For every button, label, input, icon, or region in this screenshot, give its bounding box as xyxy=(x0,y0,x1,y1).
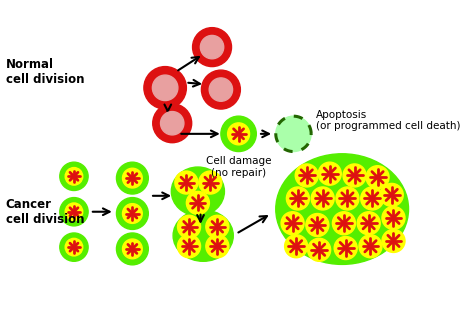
Circle shape xyxy=(276,116,311,151)
Circle shape xyxy=(122,204,142,223)
Circle shape xyxy=(122,168,142,188)
Circle shape xyxy=(332,212,356,235)
Circle shape xyxy=(60,198,88,226)
Circle shape xyxy=(117,198,148,230)
Circle shape xyxy=(361,187,384,210)
Circle shape xyxy=(281,212,304,235)
Circle shape xyxy=(117,162,148,194)
Circle shape xyxy=(65,238,83,256)
Circle shape xyxy=(284,235,308,258)
Circle shape xyxy=(144,67,186,109)
Circle shape xyxy=(228,123,250,145)
Circle shape xyxy=(175,171,198,194)
Circle shape xyxy=(117,233,148,265)
Circle shape xyxy=(359,235,382,258)
Circle shape xyxy=(206,235,229,258)
Circle shape xyxy=(122,239,142,259)
Circle shape xyxy=(60,162,88,191)
Circle shape xyxy=(306,214,329,236)
Circle shape xyxy=(366,166,389,189)
Circle shape xyxy=(295,164,318,187)
Text: Cell damage
(no repair): Cell damage (no repair) xyxy=(206,156,271,178)
Circle shape xyxy=(178,215,201,238)
Ellipse shape xyxy=(276,154,409,265)
Circle shape xyxy=(153,104,191,143)
Circle shape xyxy=(334,236,357,260)
Circle shape xyxy=(201,35,224,59)
Circle shape xyxy=(60,233,88,261)
Circle shape xyxy=(65,167,83,185)
Text: Normal
cell division: Normal cell division xyxy=(6,58,84,86)
Circle shape xyxy=(152,75,178,101)
Circle shape xyxy=(343,164,366,187)
Circle shape xyxy=(357,212,380,235)
Ellipse shape xyxy=(173,210,233,261)
Circle shape xyxy=(186,191,210,215)
Circle shape xyxy=(311,187,334,210)
Circle shape xyxy=(178,235,201,258)
Text: Cancer
cell division: Cancer cell division xyxy=(6,198,84,226)
Circle shape xyxy=(382,230,405,252)
Circle shape xyxy=(221,116,256,151)
Circle shape xyxy=(192,28,231,67)
Circle shape xyxy=(308,238,331,261)
Circle shape xyxy=(201,70,240,109)
Circle shape xyxy=(380,183,403,206)
Circle shape xyxy=(286,187,310,210)
Circle shape xyxy=(161,112,184,135)
Circle shape xyxy=(209,78,233,101)
Circle shape xyxy=(318,162,341,185)
Circle shape xyxy=(65,203,83,220)
Circle shape xyxy=(336,187,359,210)
Text: Apoptosis
(or programmed cell death): Apoptosis (or programmed cell death) xyxy=(316,110,460,131)
Circle shape xyxy=(206,215,229,238)
Ellipse shape xyxy=(171,167,224,216)
Circle shape xyxy=(382,206,405,230)
Circle shape xyxy=(199,171,222,194)
